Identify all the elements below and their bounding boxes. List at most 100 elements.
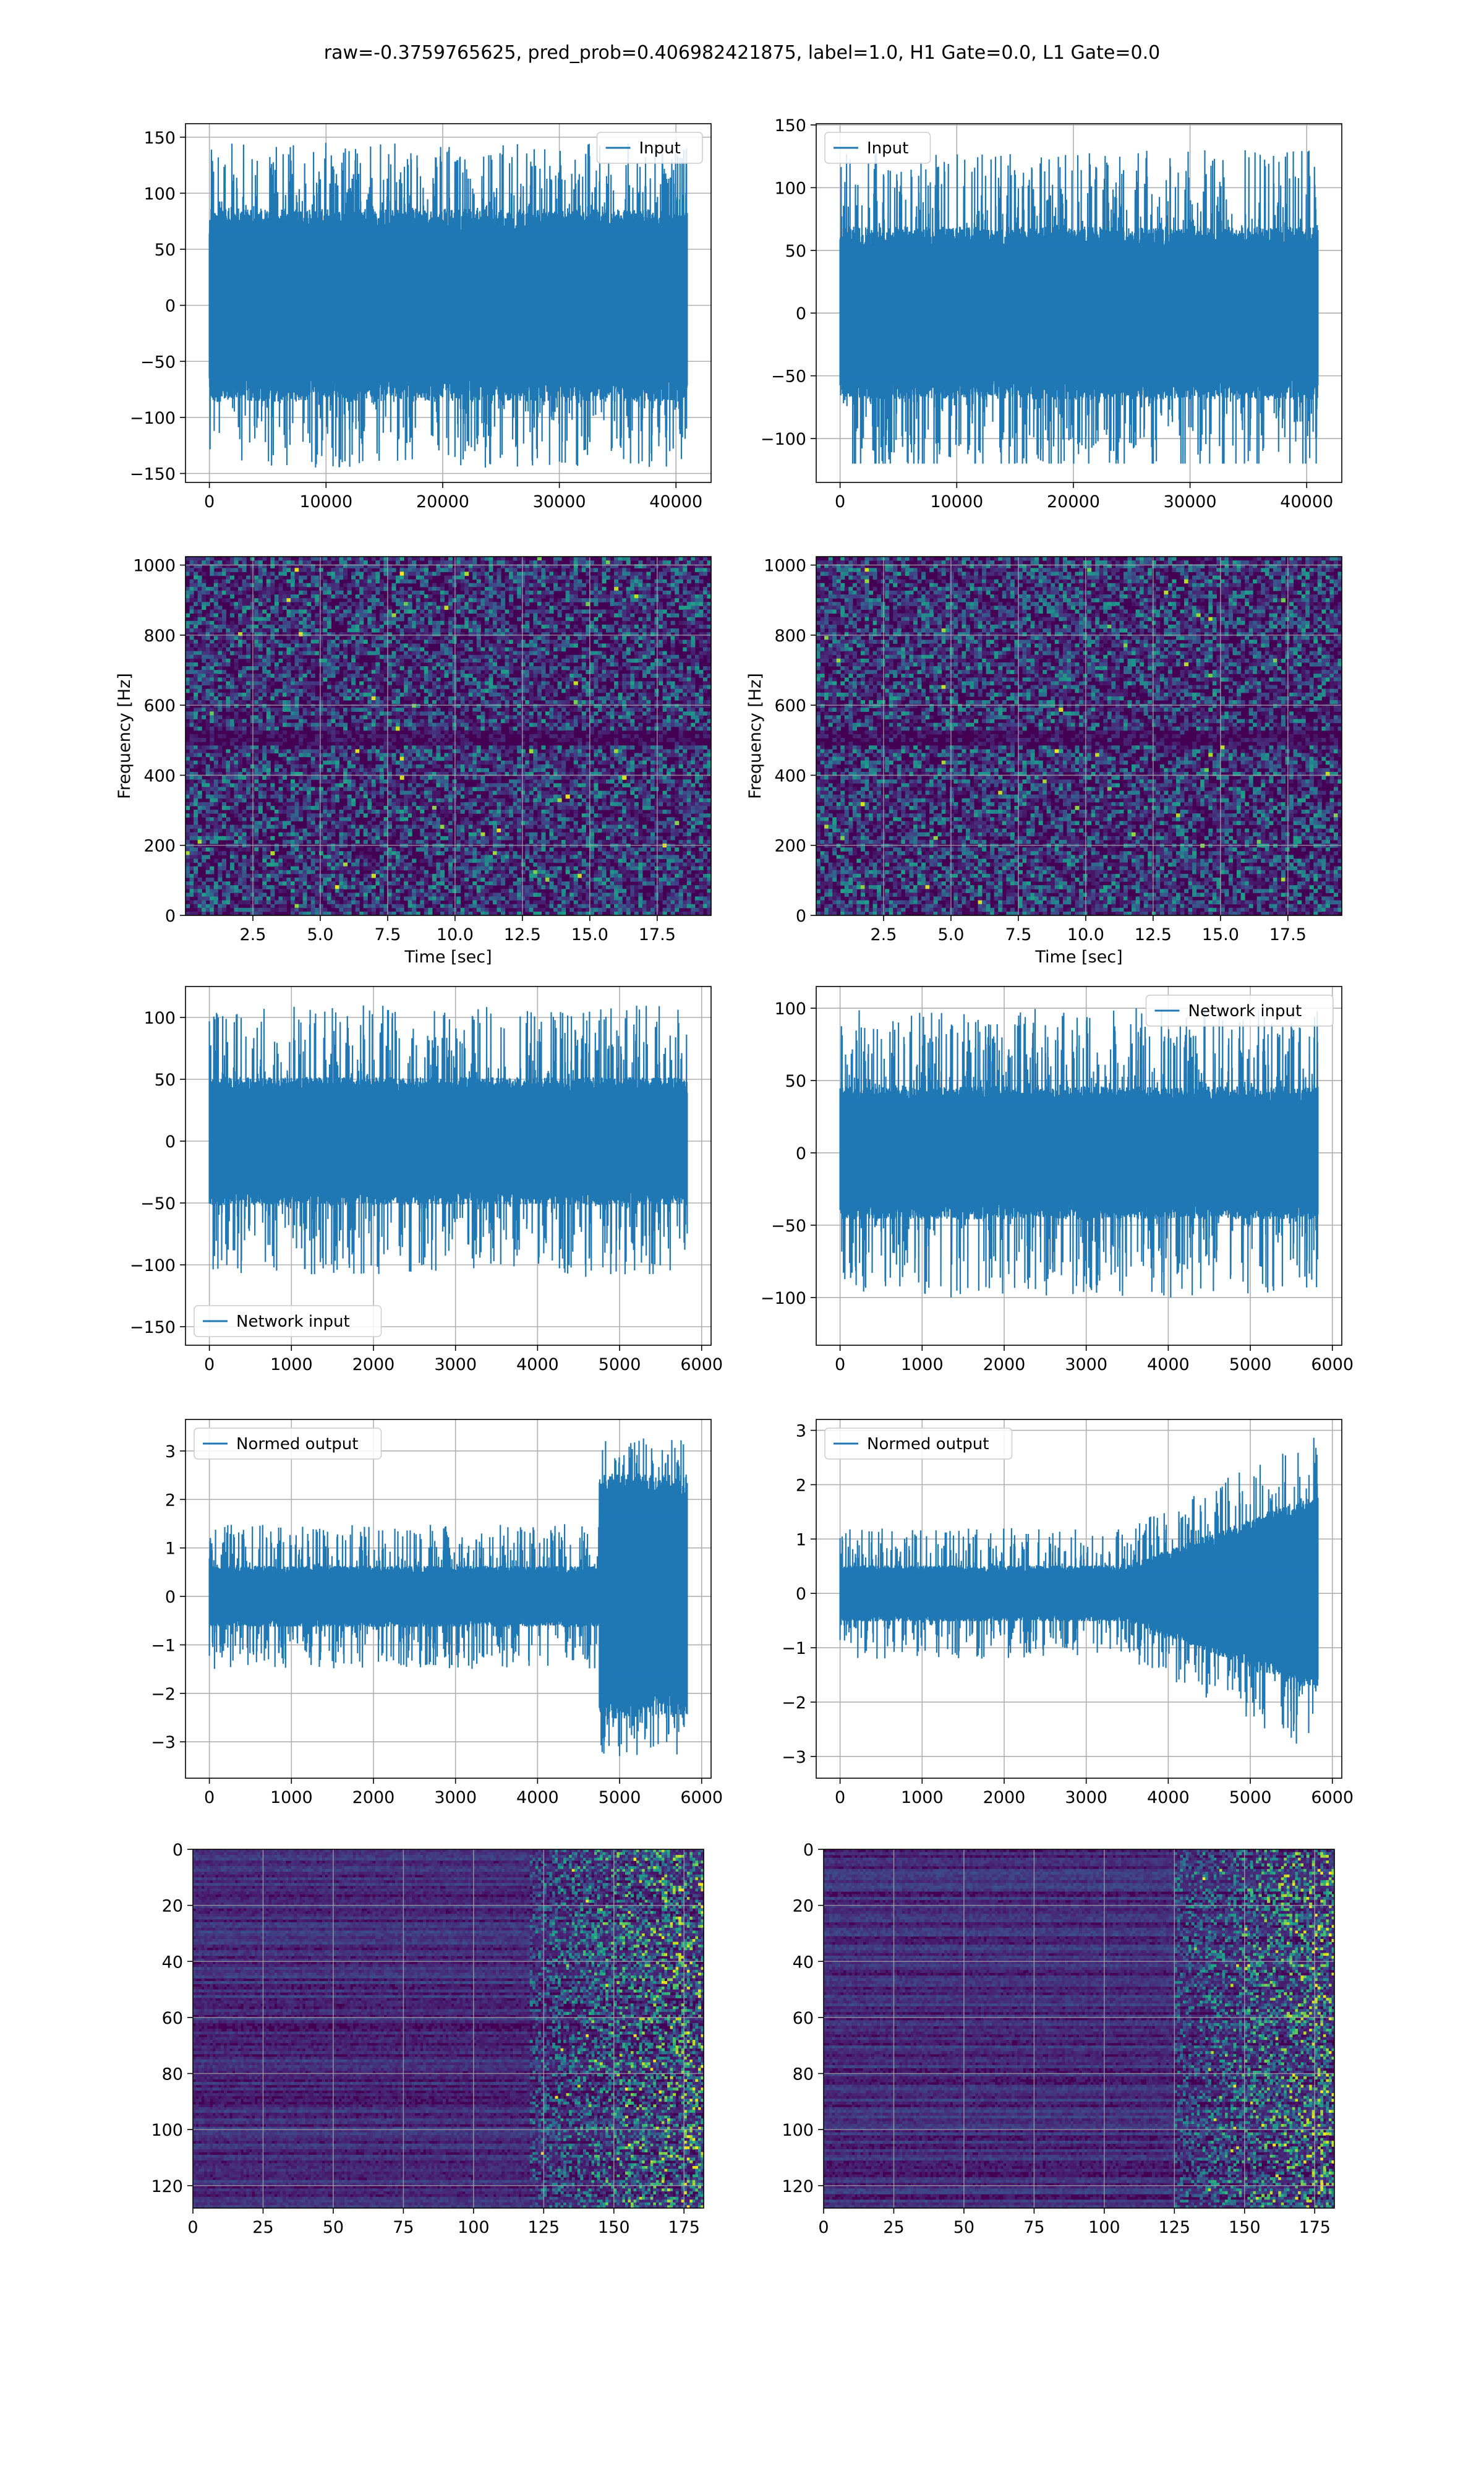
series-core	[840, 246, 1318, 381]
y-tick-label: 1	[796, 1530, 806, 1549]
y-tick-label: 100	[143, 1009, 176, 1028]
x-tick-label: 6000	[1311, 1355, 1354, 1374]
y-tick-label: 800	[774, 627, 806, 646]
x-tick-label: 150	[1229, 2218, 1261, 2237]
x-tick-label: 0	[818, 2218, 829, 2237]
x-tick-label: 25	[252, 2218, 273, 2237]
legend: Normed output	[194, 1428, 382, 1459]
x-tick-label: 10000	[930, 492, 983, 511]
x-tick-label: 6000	[1311, 1788, 1354, 1807]
series-burst	[599, 1517, 688, 1677]
x-tick-label: 7.5	[374, 925, 401, 944]
y-tick-label: −150	[130, 465, 176, 484]
y-tick-label: 0	[796, 1585, 806, 1604]
x-tick-label: 10.0	[1067, 925, 1104, 944]
x-tick-label: 175	[1298, 2218, 1331, 2237]
legend: Input	[825, 132, 931, 163]
y-tick-label: 120	[151, 2177, 183, 2196]
legend: Network input	[1146, 995, 1334, 1026]
y-tick-label: 100	[143, 184, 176, 203]
x-tick-label: 4000	[1147, 1355, 1190, 1374]
subplot-4: 2.5 5.0 7.5 10.0 12.5 15.0 17.5020040060080010…	[746, 557, 1342, 967]
x-tick-label: 100	[1088, 2218, 1120, 2237]
legend: Normed output	[825, 1428, 1012, 1459]
y-tick-label: 1	[165, 1539, 176, 1559]
y-tick-label: 0	[796, 1144, 806, 1163]
y-tick-label: 20	[162, 1897, 183, 1916]
x-tick-label: 2.5	[870, 925, 897, 944]
x-tick-label: 2000	[352, 1355, 395, 1374]
y-tick-label: −50	[771, 367, 806, 387]
x-tick-label: 1000	[270, 1788, 313, 1807]
y-tick-label: 40	[162, 1953, 183, 1972]
series-core	[210, 229, 688, 381]
x-tick-label: 50	[323, 2218, 344, 2237]
y-tick-label: 3	[796, 1422, 806, 1441]
y-tick-label: 1000	[133, 557, 176, 576]
y-tick-label: 0	[173, 1841, 183, 1860]
x-tick-label: 20000	[416, 492, 469, 511]
y-tick-label: 2	[165, 1491, 176, 1510]
y-tick-label: 600	[143, 696, 176, 716]
x-tick-label: 1000	[901, 1355, 944, 1374]
x-axis-label: Time [sec]	[1034, 948, 1122, 967]
x-tick-label: 15.0	[1202, 925, 1239, 944]
x-tick-label: 40000	[649, 492, 702, 511]
y-tick-label: −2	[782, 1693, 806, 1713]
series-core	[840, 1572, 1318, 1616]
legend-label: Normed output	[867, 1435, 989, 1453]
y-tick-label: 150	[143, 129, 176, 148]
legend-label: Network input	[236, 1312, 350, 1331]
x-tick-label: 7.5	[1005, 925, 1031, 944]
y-axis-label: Frequency [Hz]	[746, 673, 765, 799]
x-tick-label: 4000	[1147, 1788, 1190, 1807]
x-tick-label: 4000	[516, 1788, 559, 1807]
x-tick-label: 5000	[1229, 1788, 1272, 1807]
x-tick-label: 75	[1023, 2218, 1044, 2237]
legend-label: Network input	[1188, 1002, 1302, 1021]
x-tick-label: 10000	[299, 492, 352, 511]
y-tick-label: 20	[793, 1897, 814, 1916]
x-tick-label: 100	[458, 2218, 490, 2237]
x-tick-label: 25	[883, 2218, 904, 2237]
y-tick-label: 60	[162, 2009, 183, 2028]
x-axis-label: Time [sec]	[404, 948, 492, 967]
x-tick-label: 2.5	[239, 925, 266, 944]
y-tick-label: 800	[143, 627, 176, 646]
y-tick-label: 100	[774, 999, 806, 1019]
legend-label: Input	[867, 139, 908, 158]
y-tick-label: 100	[774, 179, 806, 198]
y-tick-label: 1000	[764, 557, 806, 576]
x-tick-label: 5.0	[937, 925, 964, 944]
x-tick-label: 5.0	[307, 925, 333, 944]
x-tick-label: 0	[835, 1355, 845, 1374]
x-tick-label: 2000	[983, 1355, 1026, 1374]
x-tick-label: 6000	[680, 1355, 723, 1374]
series-core	[210, 1091, 688, 1191]
x-tick-label: 3000	[434, 1788, 477, 1807]
y-tick-label: 0	[803, 1841, 814, 1860]
x-tick-label: 175	[668, 2218, 700, 2237]
x-tick-label: 2000	[352, 1788, 395, 1807]
x-tick-label: 20000	[1047, 492, 1100, 511]
x-tick-label: 1000	[270, 1355, 313, 1374]
y-tick-label: −1	[151, 1636, 176, 1655]
y-tick-label: −3	[782, 1748, 806, 1767]
y-tick-label: −100	[761, 1289, 806, 1308]
y-tick-label: −50	[140, 1194, 176, 1213]
y-tick-label: −100	[130, 409, 176, 428]
x-tick-label: 0	[187, 2218, 198, 2237]
x-tick-label: 5000	[1229, 1355, 1272, 1374]
x-tick-label: 0	[204, 492, 215, 511]
x-tick-label: 15.0	[571, 925, 608, 944]
legend-label: Input	[639, 139, 681, 158]
